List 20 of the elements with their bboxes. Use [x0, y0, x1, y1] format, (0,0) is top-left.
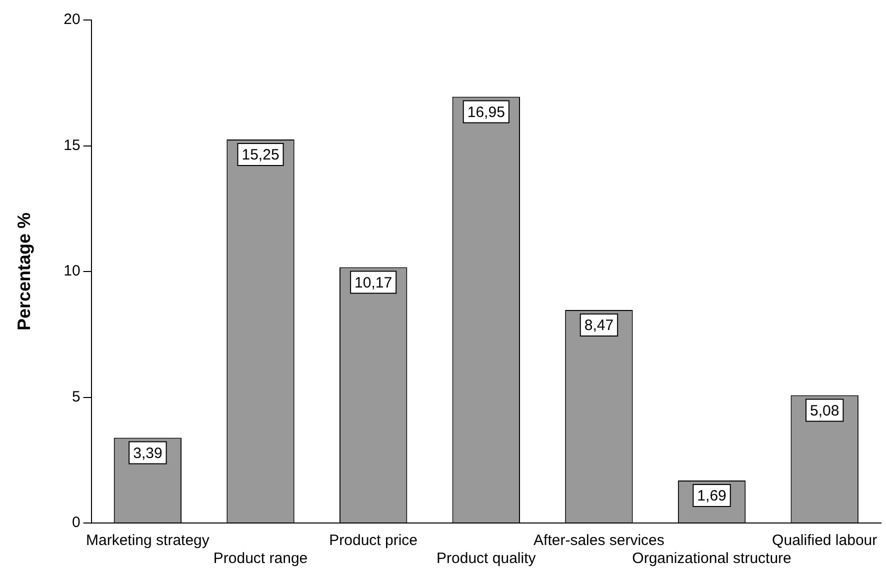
y-axis-title: Percentage %	[14, 212, 34, 331]
x-tick-label: Product price	[329, 532, 418, 550]
data-label: 10,17	[354, 274, 392, 292]
x-tick-label: Product quality	[436, 550, 536, 568]
data-label: 3,39	[133, 444, 162, 462]
data-label: 15,25	[242, 146, 280, 164]
data-label: 8,47	[584, 317, 614, 334]
x-tick-label: Qualified labour	[772, 532, 878, 550]
x-tick-label: Marketing strategy	[86, 532, 210, 550]
data-label: 16,95	[467, 104, 505, 121]
data-label: 1,69	[697, 488, 726, 505]
y-tick-label: 20	[64, 11, 80, 28]
data-label: 5,08	[810, 402, 840, 420]
y-tick-label: 15	[64, 136, 80, 154]
x-tick-label: After-sales services	[534, 532, 664, 550]
x-tick-label: Product range	[213, 550, 308, 568]
y-tick-label: 10	[64, 262, 80, 280]
y-tick-label: 0	[72, 514, 80, 532]
x-tick-label: Organizational structure	[632, 550, 792, 568]
y-tick-label: 5	[72, 388, 80, 406]
